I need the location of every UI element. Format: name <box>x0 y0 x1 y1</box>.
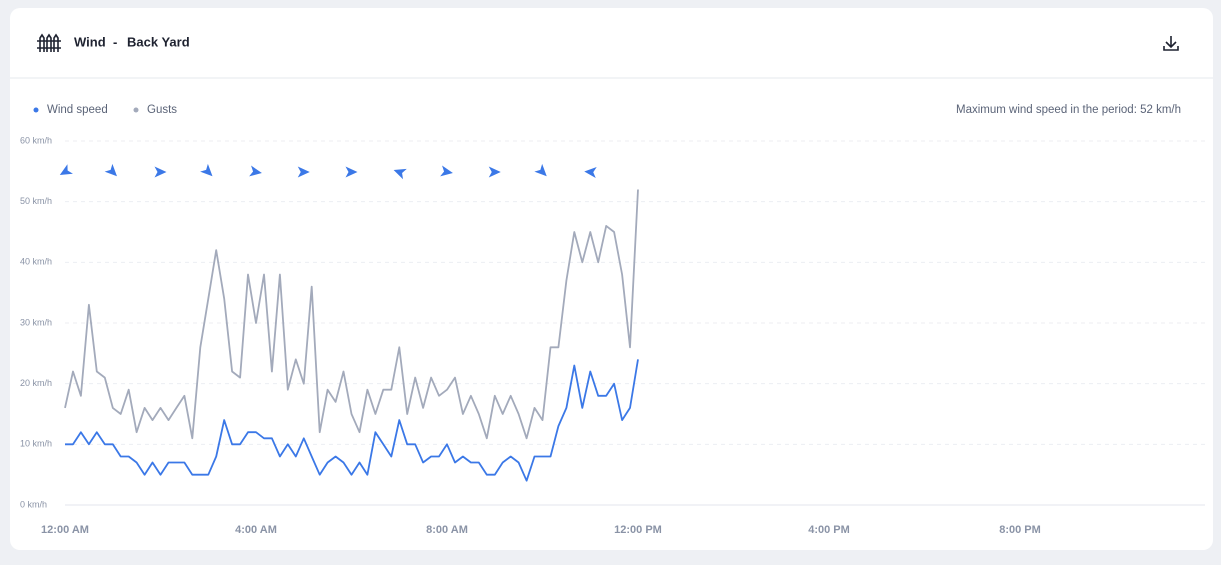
y-tick-label: 60 km/h <box>20 135 52 145</box>
subtitle: Back Yard <box>127 34 190 49</box>
wind-direction-arrow <box>249 165 262 177</box>
wind-direction-arrow <box>345 166 358 178</box>
x-tick-label: 12:00 PM <box>614 524 662 536</box>
wind-direction-arrow <box>440 165 453 177</box>
wind-direction-arrow <box>59 164 73 175</box>
legend-dot <box>33 107 39 113</box>
y-tick-label: 0 km/h <box>20 499 47 509</box>
y-tick-label: 30 km/h <box>20 317 52 327</box>
legend-label: Gusts <box>147 104 177 116</box>
x-tick-label: 8:00 PM <box>999 524 1041 536</box>
title-separator: - <box>113 34 117 49</box>
annotation: Maximum wind speed in the period: 52 km/… <box>956 104 1181 116</box>
wind-direction-arrow <box>488 166 501 178</box>
x-tick-label: 8:00 AM <box>426 524 468 536</box>
y-tick-label: 40 km/h <box>20 257 52 267</box>
wind-direction-arrow <box>297 166 310 178</box>
x-tick-label: 4:00 PM <box>808 524 850 536</box>
download-button[interactable] <box>1163 36 1179 51</box>
fence-icon <box>37 33 61 52</box>
y-tick-label: 10 km/h <box>20 439 52 449</box>
series-line <box>64 189 639 440</box>
wind-direction-arrow <box>104 163 117 177</box>
wind-direction-arrow <box>534 163 547 177</box>
wind-direction-arrow <box>200 163 213 177</box>
title: Wind <box>74 34 106 49</box>
y-tick-label: 50 km/h <box>20 196 52 206</box>
series-line <box>65 359 639 482</box>
legend-dot <box>133 107 139 113</box>
card-bg <box>10 8 1213 550</box>
x-tick-label: 12:00 AM <box>41 524 89 536</box>
wind-direction-arrow <box>584 167 597 179</box>
wind-direction-arrow <box>393 168 407 180</box>
y-tick-label: 20 km/h <box>20 378 52 388</box>
wind-direction-arrow <box>154 166 167 178</box>
legend-label: Wind speed <box>47 104 108 116</box>
x-tick-label: 4:00 AM <box>235 524 277 536</box>
